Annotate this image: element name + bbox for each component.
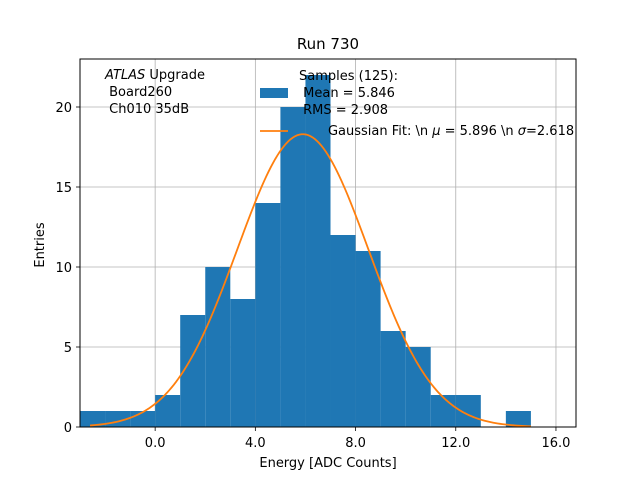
y-tick-label-1: 5 — [64, 341, 72, 356]
x-tick-label-0: 0.0 — [145, 436, 166, 451]
y-tick-label-3: 15 — [55, 181, 72, 196]
channel-text: Ch010 35dB — [105, 102, 189, 117]
svg-text:Gaussian Fit: \n μ = 5.896 \n: Gaussian Fit: \n μ = 5.896 \n σ=2.618 — [299, 124, 595, 139]
chart-title: Run 730 — [297, 35, 359, 53]
histogram-bars — [80, 75, 531, 427]
histogram-bar-14 — [430, 395, 456, 427]
histogram-bar-12 — [380, 331, 406, 427]
histogram-bar-8 — [280, 107, 306, 427]
histogram-bar-2 — [130, 411, 156, 427]
legend: Samples (125): Mean = 5.846 RMS = 2.908 … — [260, 69, 595, 139]
legend-hist-line2: Mean = 5.846 — [299, 86, 395, 101]
legend-fit-label-c: =2.618 — [526, 124, 574, 139]
board-text: Board260 — [105, 85, 172, 100]
histogram-bar-17 — [505, 411, 531, 427]
x-tick-label-3: 12.0 — [441, 436, 470, 451]
atlas-italic-text: ATLAS — [104, 68, 145, 83]
x-tick-label-2: 8.0 — [345, 436, 366, 451]
histogram-bar-5 — [205, 267, 231, 427]
legend-hist-line3: RMS = 2.908 — [299, 103, 388, 118]
histogram-bar-11 — [355, 251, 381, 427]
histogram-bar-9 — [305, 75, 331, 427]
histogram-bar-10 — [330, 235, 356, 427]
y-tick-label-2: 10 — [55, 261, 72, 276]
svg-text:ATLAS Upgrade: ATLAS Upgrade — [104, 68, 205, 83]
legend-fit-sigma: σ — [518, 124, 527, 139]
x-tick-label-4: 16.0 — [541, 436, 570, 451]
histogram-bar-6 — [230, 299, 256, 427]
histogram-bar-13 — [405, 347, 431, 427]
y-tick-label-4: 20 — [55, 101, 72, 116]
x-axis-label: Energy [ADC Counts] — [259, 456, 396, 471]
legend-fit-label-b: = 5.896 \n — [441, 124, 518, 139]
legend-hist-line1: Samples (125): — [299, 69, 398, 84]
gaussian-fit — [89, 133, 531, 428]
tick-labels: 0.0 4.0 8.0 12.0 16.0 0 5 10 15 20 — [55, 101, 570, 451]
y-axis-label: Entries — [33, 222, 48, 268]
legend-fit-mu: μ — [431, 124, 440, 139]
legend-fit-label-a: Gaussian Fit: \n — [328, 124, 432, 139]
histogram-bar-7 — [255, 203, 281, 427]
gaussian-fit-curve — [89, 133, 531, 428]
legend-hist-swatch — [260, 88, 288, 98]
x-tick-label-1: 4.0 — [245, 436, 266, 451]
axes — [79, 58, 577, 428]
atlas-upgrade-text: Upgrade — [145, 68, 205, 83]
histogram-bar-0 — [80, 411, 106, 427]
atlas-annotation: ATLAS Upgrade Board260 Ch010 35dB — [104, 68, 205, 117]
y-tick-label-0: 0 — [64, 421, 72, 436]
plot-frame — [79, 58, 577, 428]
